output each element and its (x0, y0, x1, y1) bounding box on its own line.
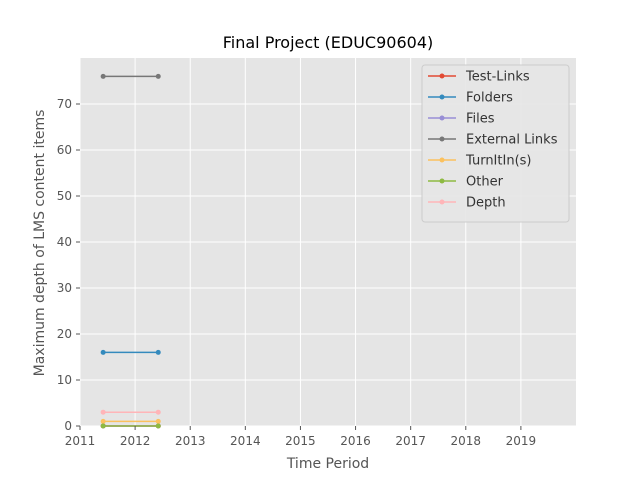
x-tick-label: 2012 (120, 434, 151, 448)
series-lines (100, 73, 161, 429)
y-tick-label: 50 (57, 189, 72, 203)
legend-label: Test-Links (465, 70, 530, 85)
legend-item: External Links (428, 133, 558, 148)
legend: Test-Links Folders Files External Links Turn… (421, 64, 570, 223)
axis-ticks: 2011 2012 2013 2014 2015 2016 2017 2018 2019 0 10 2… (57, 97, 536, 448)
x-tick-label: 2014 (230, 434, 261, 448)
data-point (100, 349, 106, 355)
data-point (100, 409, 106, 415)
y-tick-label: 30 (57, 281, 72, 295)
legend-marker (439, 178, 445, 184)
data-point (155, 423, 161, 429)
y-tick-label: 10 (57, 373, 72, 387)
y-tick-label: 40 (57, 235, 72, 249)
legend-marker (439, 157, 445, 163)
legend-marker (439, 94, 445, 100)
legend-item: Test-Links (428, 70, 530, 85)
y-tick-label: 0 (64, 419, 72, 433)
chart-title: Final Project (EDUC90604) (223, 33, 433, 52)
legend-label: TurnItIn(s) (465, 154, 531, 169)
data-point (100, 73, 106, 79)
legend-label: Folders (466, 91, 513, 106)
legend-marker (439, 136, 445, 142)
y-axis-label: Maximum depth of LMS content items (32, 110, 48, 377)
series-depth (100, 409, 161, 415)
x-tick-label: 2018 (451, 434, 482, 448)
data-point (155, 409, 161, 415)
data-point (100, 423, 106, 429)
legend-label: Other (466, 175, 504, 190)
data-point (155, 418, 161, 424)
legend-item: Other (428, 175, 504, 190)
y-tick-label: 20 (57, 327, 72, 341)
x-tick-label: 2016 (340, 434, 371, 448)
y-tick-label: 70 (57, 97, 72, 111)
x-tick-label: 2015 (285, 434, 316, 448)
x-tick-label: 2013 (175, 434, 206, 448)
legend-item: Folders (428, 91, 513, 106)
series-external-links (100, 73, 161, 79)
series-turnitin-s (100, 418, 161, 424)
data-point (100, 418, 106, 424)
legend-item: Files (428, 112, 495, 127)
legend-marker (439, 73, 445, 79)
y-tick-label: 60 (57, 143, 72, 157)
x-tick-label: 2019 (506, 434, 537, 448)
legend-label: Files (466, 112, 495, 127)
legend-item: TurnItIn(s) (428, 154, 531, 169)
data-point (155, 73, 161, 79)
legend-marker (439, 115, 445, 121)
legend-label: Depth (466, 196, 506, 211)
legend-marker (439, 199, 445, 205)
series-folders (100, 349, 161, 355)
x-tick-label: 2011 (65, 434, 96, 448)
legend-label: External Links (466, 133, 558, 148)
series-other (100, 423, 161, 429)
legend-box (421, 64, 570, 223)
x-tick-label: 2017 (395, 434, 426, 448)
x-axis-label: Time Period (286, 456, 369, 472)
legend-item: Depth (428, 196, 506, 211)
data-point (155, 349, 161, 355)
